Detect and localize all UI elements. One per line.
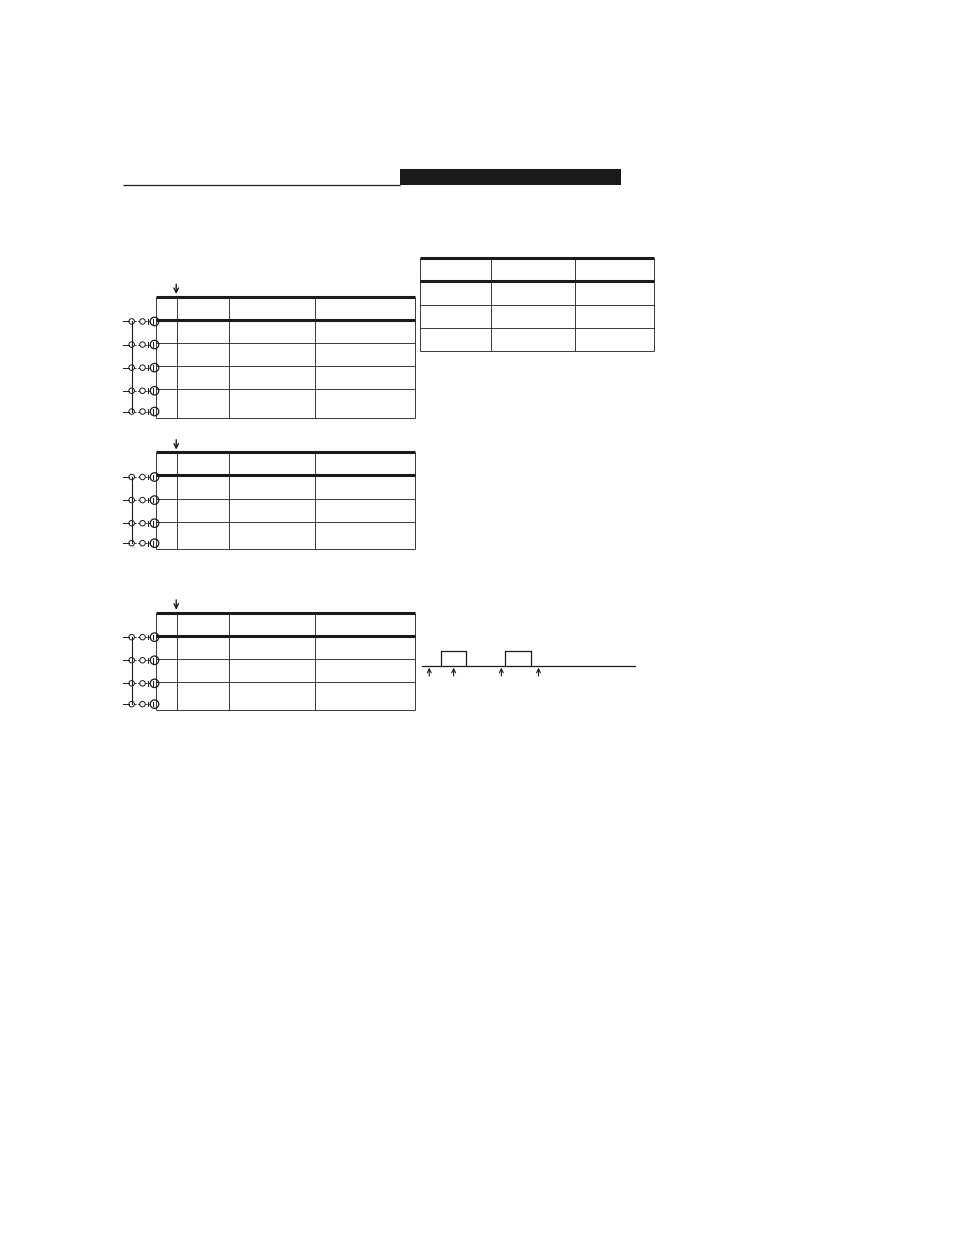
Bar bbox=[399, 169, 620, 185]
